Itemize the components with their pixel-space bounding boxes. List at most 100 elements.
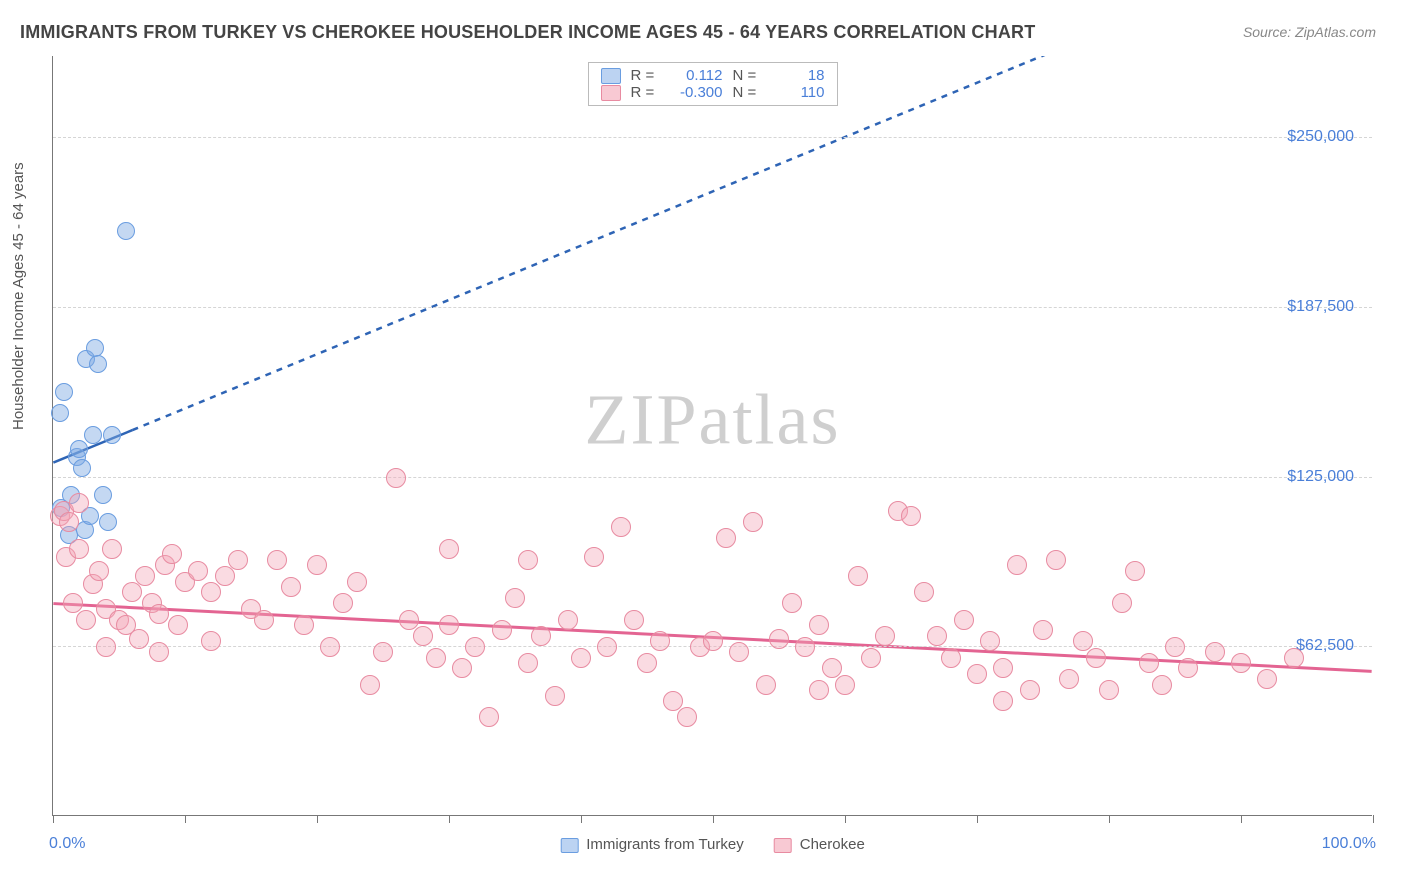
x-tick [185,815,186,823]
x-tick [1241,815,1242,823]
data-point [215,566,235,586]
legend-swatch-cherokee-icon [774,838,792,853]
r-value-turkey: 0.112 [669,67,723,84]
chart-title: IMMIGRANTS FROM TURKEY VS CHEROKEE HOUSE… [20,22,1035,43]
gridline [53,477,1372,478]
data-point [1112,593,1132,613]
legend-item-turkey: Immigrants from Turkey [560,836,744,853]
data-point [69,539,89,559]
data-point [980,631,1000,651]
data-point [360,675,380,695]
data-point [465,637,485,657]
data-point [861,648,881,668]
data-point [76,610,96,630]
watermark-thin: atlas [699,380,841,460]
data-point [99,513,117,531]
data-point [1257,669,1277,689]
data-point [571,648,591,668]
data-point [1139,653,1159,673]
data-point [426,648,446,668]
data-point [439,615,459,635]
x-tick [1109,815,1110,823]
data-point [848,566,868,586]
source-credit: Source: ZipAtlas.com [1243,24,1376,40]
x-axis-max-label: 100.0% [1322,835,1376,853]
data-point [769,629,789,649]
data-point [86,339,104,357]
data-point [69,493,89,513]
data-point [117,222,135,240]
legend-swatch-turkey-icon [560,838,578,853]
data-point [716,528,736,548]
legend-label-turkey: Immigrants from Turkey [586,836,744,853]
y-axis-label: Householder Income Ages 45 - 64 years [10,162,27,430]
data-point [1231,653,1251,673]
data-point [584,547,604,567]
data-point [89,561,109,581]
y-tick-label: $125,000 [1287,468,1354,486]
x-tick [1373,815,1374,823]
n-value-turkey: 18 [771,67,825,84]
x-tick [317,815,318,823]
n-value-cherokee: 110 [771,84,825,101]
data-point [1178,658,1198,678]
data-point [1205,642,1225,662]
data-point [901,506,921,526]
data-point [1059,669,1079,689]
data-point [479,707,499,727]
data-point [518,550,538,570]
r-value-cherokee: -0.300 [669,84,723,101]
data-point [333,593,353,613]
data-point [452,658,472,678]
x-tick [845,815,846,823]
data-point [55,383,73,401]
source-label: Source: [1243,24,1291,40]
data-point [201,631,221,651]
data-point [558,610,578,630]
y-tick-label: $250,000 [1287,128,1354,146]
data-point [94,486,112,504]
data-point [624,610,644,630]
data-point [967,664,987,684]
data-point [135,566,155,586]
data-point [228,550,248,570]
watermark-bold: ZIP [585,380,699,460]
data-point [941,648,961,668]
data-point [188,561,208,581]
data-point [1033,620,1053,640]
data-point [1125,561,1145,581]
n-label: N = [733,67,761,84]
data-point [1046,550,1066,570]
data-point [168,615,188,635]
data-point [1284,648,1304,668]
data-point [162,544,182,564]
series-legend: Immigrants from Turkey Cherokee [560,836,865,853]
x-axis-min-label: 0.0% [49,835,85,853]
data-point [1086,648,1106,668]
x-tick [977,815,978,823]
gridline [53,307,1372,308]
x-tick [713,815,714,823]
data-point [677,707,697,727]
x-tick [53,815,54,823]
data-point [347,572,367,592]
data-point [545,686,565,706]
data-point [84,426,102,444]
data-point [1007,555,1027,575]
legend-item-cherokee: Cherokee [774,836,865,853]
data-point [307,555,327,575]
y-tick-label: $62,500 [1296,637,1354,655]
data-point [875,626,895,646]
data-point [254,610,274,630]
data-point [597,637,617,657]
correlation-legend: R = 0.112 N = 18 R = -0.300 N = 110 [588,62,838,106]
data-point [914,582,934,602]
data-point [756,675,776,695]
data-point [1099,680,1119,700]
data-point [650,631,670,651]
source-value: ZipAtlas.com [1295,24,1376,40]
data-point [795,637,815,657]
data-point [267,550,287,570]
scatter-plot: ZIPatlas R = 0.112 N = 18 R = -0.300 N =… [52,56,1372,816]
data-point [505,588,525,608]
